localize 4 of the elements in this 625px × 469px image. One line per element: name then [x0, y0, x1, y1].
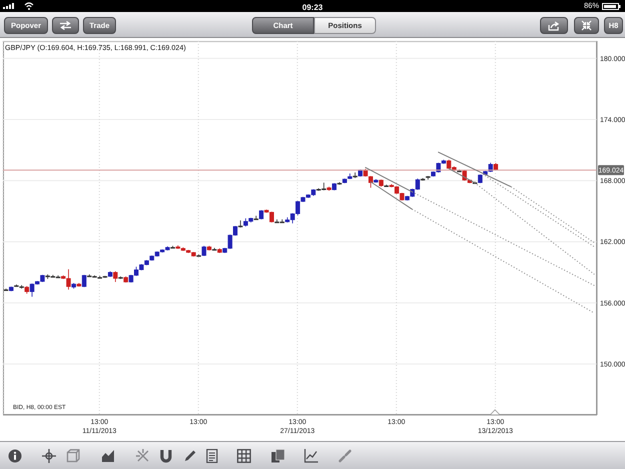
text: 09:23 — [302, 3, 323, 12]
candlestick — [259, 210, 264, 220]
candlestick — [113, 270, 118, 282]
candlestick — [254, 215, 258, 220]
